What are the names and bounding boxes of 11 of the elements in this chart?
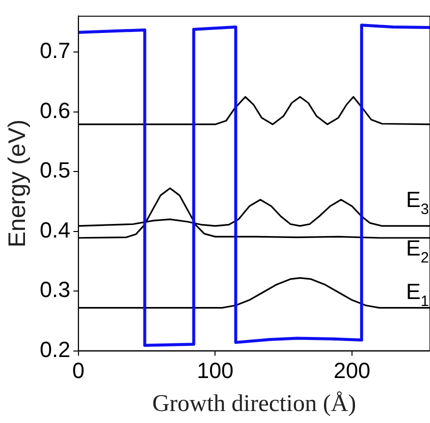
y-tick-label: 0.2 [40, 336, 70, 362]
y-axis-title: Energy (eV) [4, 119, 32, 248]
y-tick-label: 0.4 [40, 217, 70, 242]
y-tick-label: 0.5 [40, 158, 70, 183]
x-tick-label: 0 [72, 358, 85, 384]
x-tick-label: 200 [334, 358, 370, 384]
y-tick-label: 0.3 [40, 277, 70, 302]
x-tick-label: 100 [196, 358, 234, 384]
x-axis-title: Growth direction (Å) [152, 390, 356, 417]
y-tick-label: 0.6 [40, 98, 70, 123]
y-tick-label: 0.7 [40, 38, 70, 64]
